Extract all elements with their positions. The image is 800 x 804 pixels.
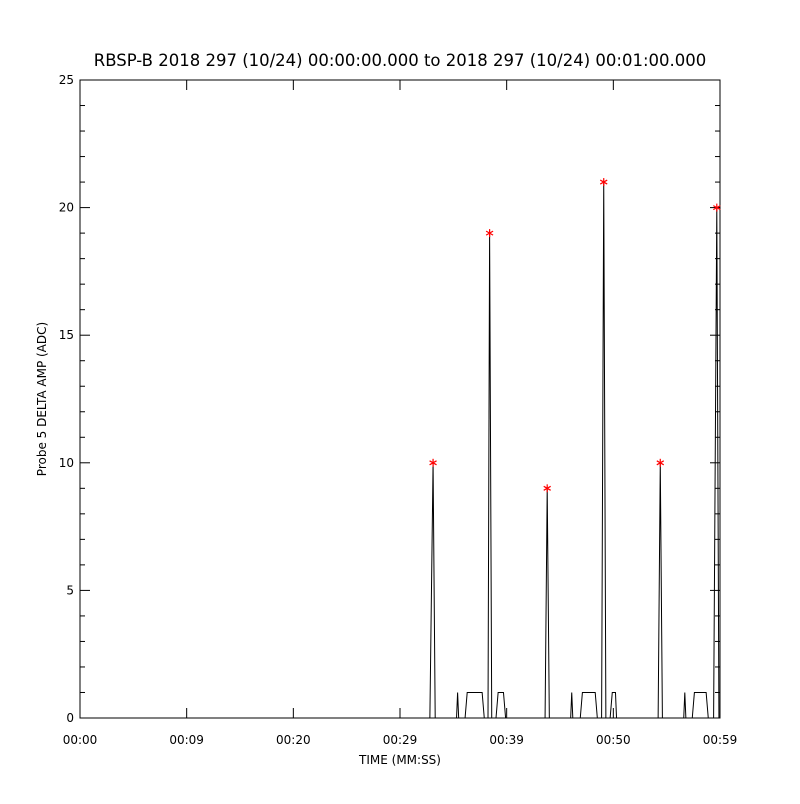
x-tick-label: 00:00 <box>63 733 98 747</box>
peak-marker <box>599 178 608 187</box>
peak-marker <box>485 229 494 238</box>
asterisk-stroke <box>656 460 665 466</box>
asterisk-stroke <box>485 230 494 236</box>
x-tick-label: 00:50 <box>596 733 631 747</box>
asterisk-stroke <box>599 179 608 185</box>
y-tick-label: 10 <box>59 456 74 470</box>
y-tick-label: 0 <box>66 711 74 725</box>
asterisk-stroke <box>543 485 551 491</box>
y-tick-label: 25 <box>59 73 74 87</box>
x-tick-label: 00:09 <box>169 733 204 747</box>
y-tick-label: 20 <box>59 201 74 215</box>
y-tick-label: 5 <box>66 583 74 597</box>
data-line <box>80 182 720 719</box>
x-tick-label: 00:20 <box>276 733 311 747</box>
peak-marker <box>429 458 437 467</box>
y-tick-label: 15 <box>59 328 74 342</box>
y-axis-title: Probe 5 DELTA AMP (ADC) <box>35 322 49 476</box>
peak-marker <box>656 458 665 467</box>
x-tick-label: 00:59 <box>703 733 738 747</box>
x-axis-title: TIME (MM:SS) <box>358 753 441 767</box>
x-tick-label: 00:29 <box>383 733 418 747</box>
x-tick-label: 00:39 <box>489 733 524 747</box>
peak-marker <box>543 484 551 493</box>
asterisk-stroke <box>713 205 721 211</box>
peak-marker <box>713 203 721 212</box>
asterisk-stroke <box>429 460 437 466</box>
chart-title: RBSP-B 2018 297 (10/24) 00:00:00.000 to … <box>94 51 707 70</box>
